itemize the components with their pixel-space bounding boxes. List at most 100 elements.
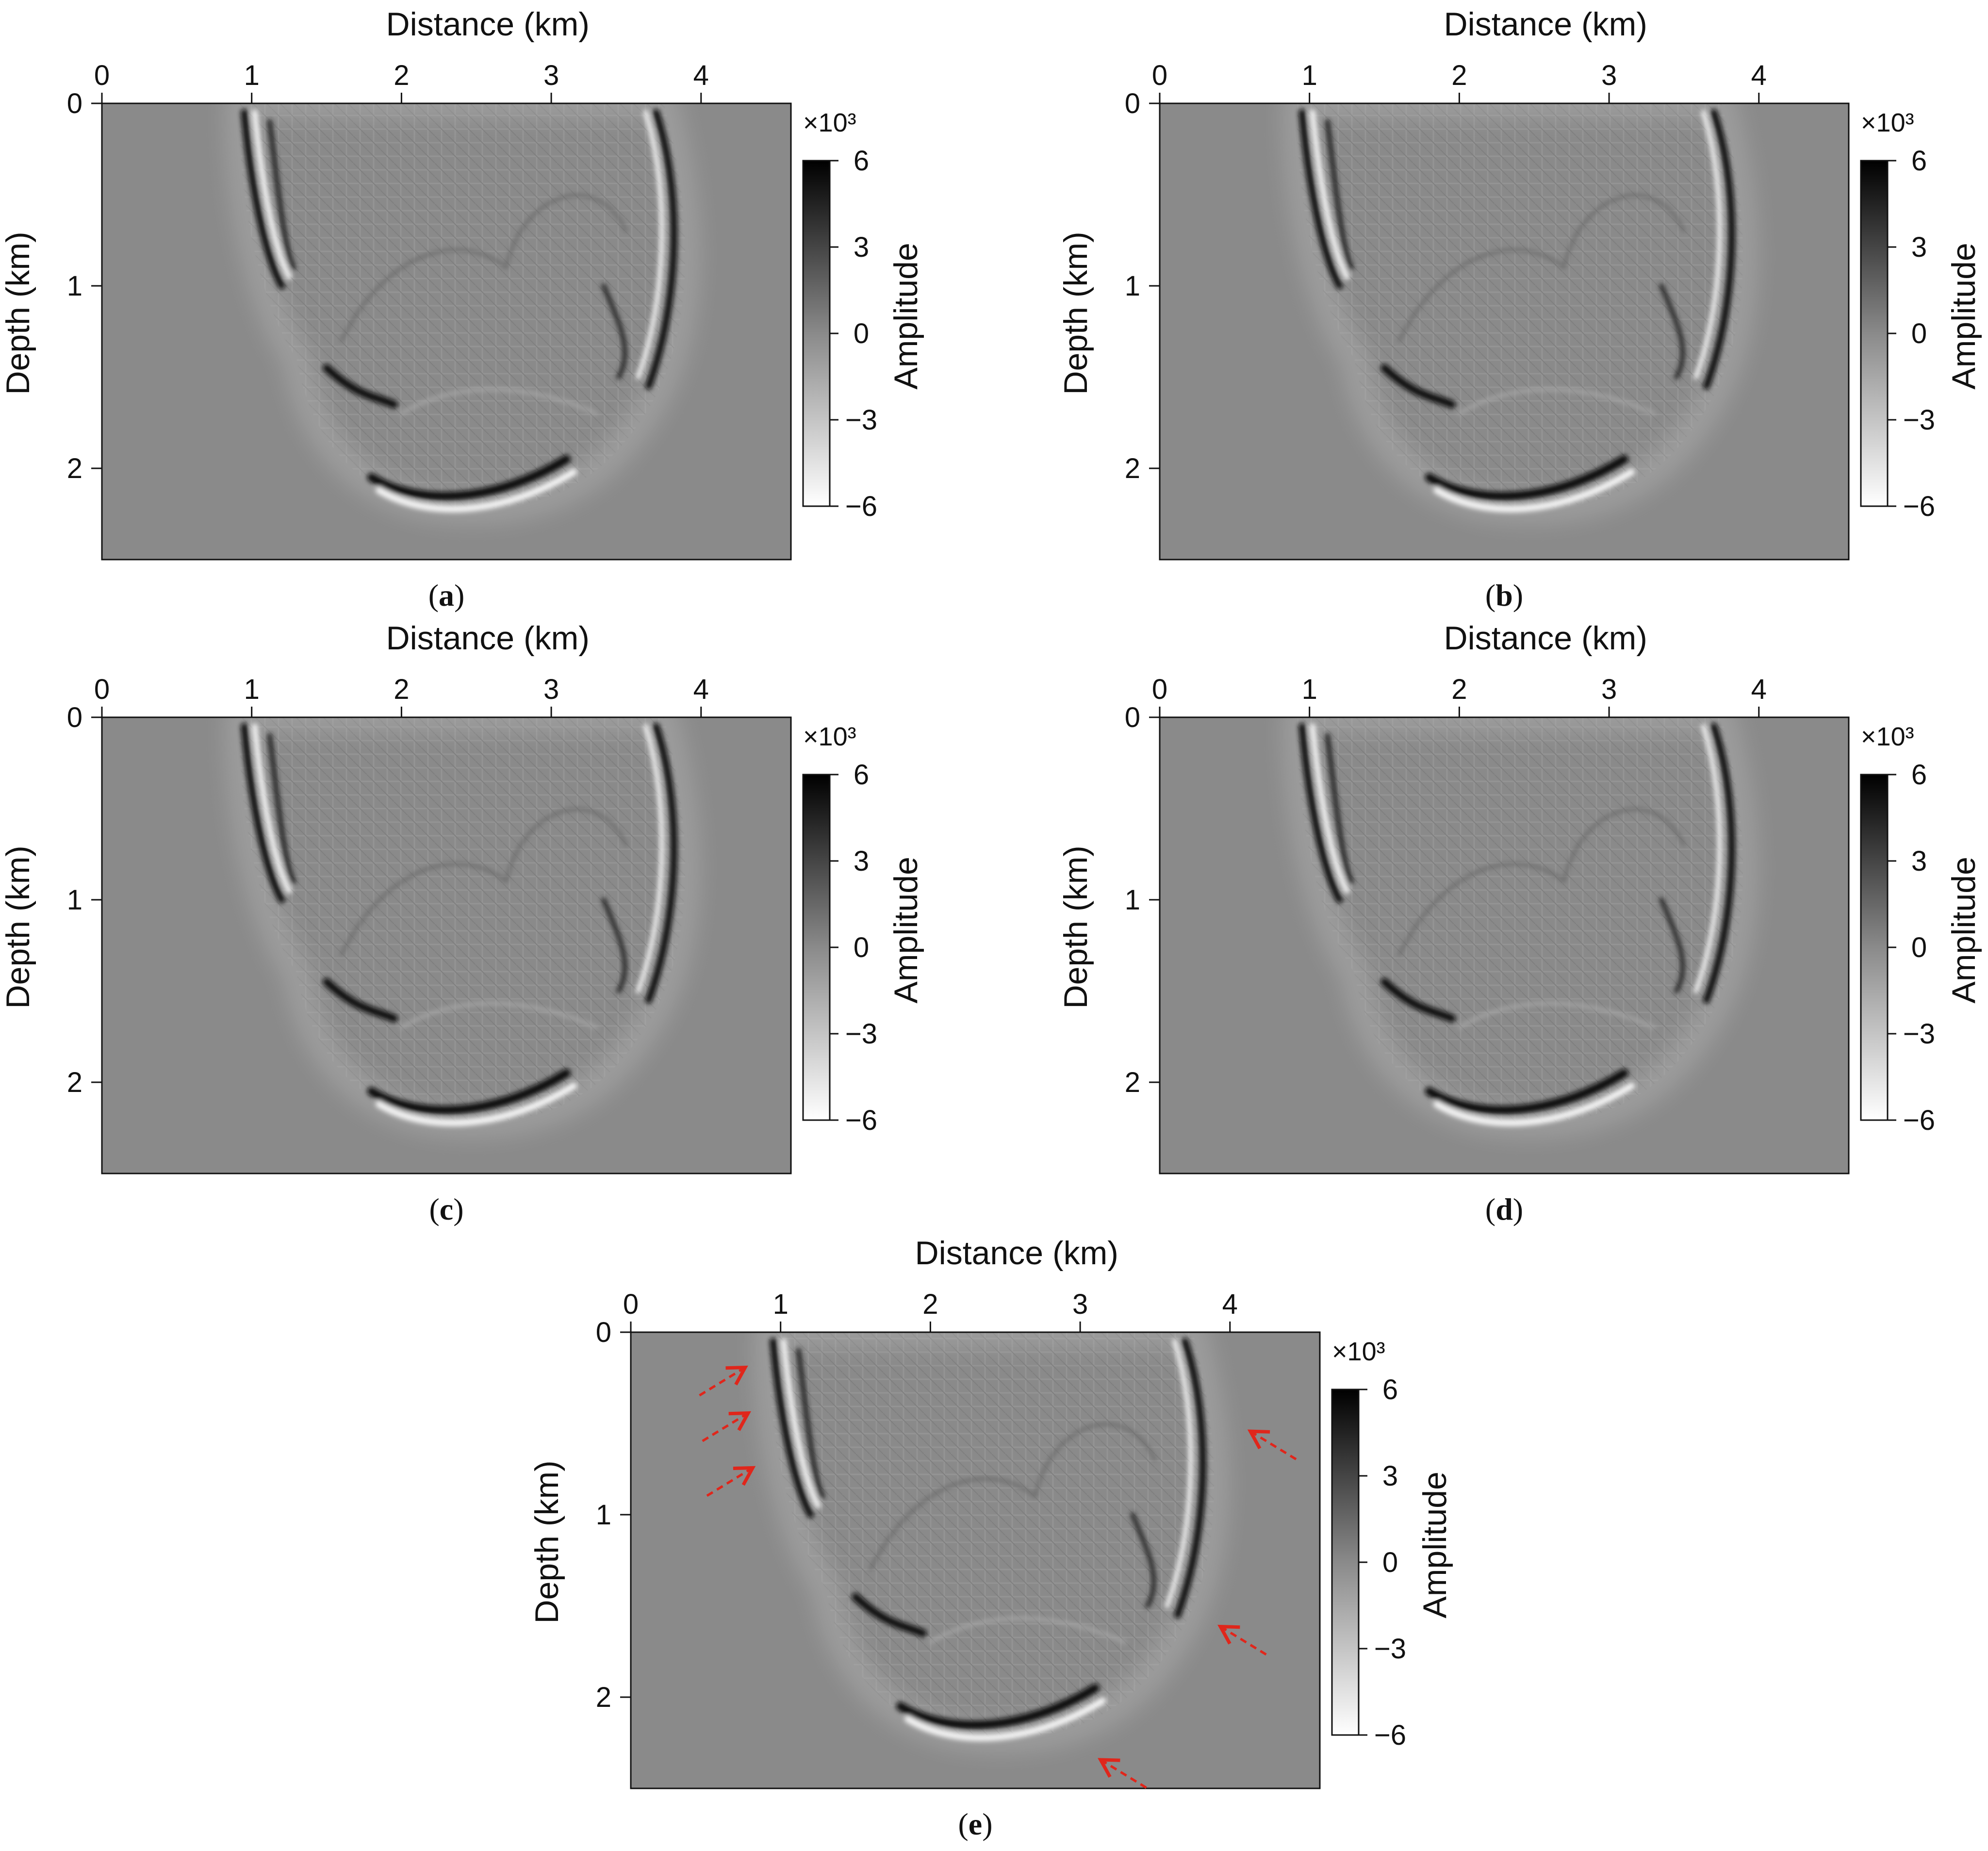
colorbar-gradient bbox=[1860, 774, 1889, 1121]
plot-frame bbox=[1159, 716, 1850, 1174]
reflections bbox=[241, 723, 677, 1126]
seismic-image bbox=[102, 717, 791, 1173]
y-tick-label: 1 bbox=[67, 270, 82, 302]
y-tick-label: 0 bbox=[67, 702, 82, 733]
x-tick-label: 2 bbox=[1451, 674, 1467, 705]
colorbar-multiplier: ×10³ bbox=[1861, 722, 1914, 751]
panel-caption: (d) bbox=[1485, 1192, 1523, 1226]
reflection-event bbox=[376, 1082, 577, 1126]
x-tick-label: 2 bbox=[922, 1289, 938, 1320]
colorbar-tick-label: 0 bbox=[854, 932, 869, 963]
reflection-event bbox=[505, 194, 628, 269]
colorbar-gradient bbox=[802, 160, 831, 507]
reflection-event bbox=[323, 978, 398, 1023]
colorbar-tick-label: 6 bbox=[854, 145, 869, 177]
y-tick-label: 2 bbox=[596, 1682, 611, 1713]
colorbar-label: Amplitude bbox=[887, 243, 924, 389]
reflection-event bbox=[1562, 194, 1686, 269]
y-axis-label: Depth (km) bbox=[528, 1460, 565, 1623]
x-tick-label: 4 bbox=[693, 60, 709, 91]
reflection-event bbox=[267, 733, 296, 884]
x-tick-label: 0 bbox=[94, 674, 110, 705]
reflection-event bbox=[505, 808, 628, 883]
seismic-image bbox=[1160, 103, 1849, 560]
colorbar-tick-label: −6 bbox=[845, 491, 877, 522]
y-axis-label: Depth (km) bbox=[1057, 231, 1094, 395]
reflection-event bbox=[1703, 723, 1735, 1004]
reflection-event bbox=[1659, 283, 1685, 380]
reflection-event bbox=[340, 862, 508, 956]
reflection-event bbox=[1458, 388, 1656, 415]
reflection-event bbox=[376, 468, 577, 512]
reflection-event bbox=[1397, 862, 1566, 956]
reflection-event bbox=[1309, 109, 1350, 280]
colorbar-multiplier: ×10³ bbox=[1332, 1337, 1385, 1366]
reflection-event bbox=[770, 1338, 814, 1518]
reflection-event bbox=[241, 723, 285, 903]
plot-frame bbox=[101, 716, 792, 1174]
reflection-event bbox=[1034, 1422, 1157, 1498]
reflection-event bbox=[1458, 1002, 1656, 1029]
x-tick-label: 0 bbox=[623, 1289, 639, 1320]
reflection-event bbox=[1693, 724, 1722, 993]
colorbar: 6 3 0 −3 −6 ×10³ Amplitude bbox=[802, 108, 924, 522]
colorbar-gradient bbox=[1331, 1388, 1360, 1736]
reflection-event bbox=[251, 723, 292, 894]
colorbar-tick-label: −3 bbox=[845, 404, 877, 436]
y-tick-label: 2 bbox=[1125, 453, 1140, 484]
x-tick-label: 4 bbox=[1751, 674, 1767, 705]
reflection-event bbox=[323, 364, 398, 409]
x-tick-label: 3 bbox=[1601, 60, 1617, 91]
y-tick-label: 1 bbox=[1125, 884, 1140, 916]
reflection-event bbox=[780, 1338, 821, 1509]
x-axis-label: Distance (km) bbox=[386, 620, 590, 657]
colorbar-multiplier: ×10³ bbox=[803, 108, 856, 137]
reflection-event bbox=[1165, 1339, 1193, 1608]
reflection-event bbox=[267, 119, 296, 270]
y-tick-label: 0 bbox=[596, 1317, 611, 1348]
colorbar-tick-label: −6 bbox=[845, 1105, 877, 1136]
colorbar-label: Amplitude bbox=[887, 857, 924, 1003]
x-tick-label: 3 bbox=[1601, 674, 1617, 705]
x-tick-label: 1 bbox=[244, 60, 260, 91]
panel-a: 0 1 2 3 4 0 1 2 Distance (km) Depth (km) 6 3 0 −3 −6 ×1… bbox=[0, 6, 924, 612]
y-axis-label: Depth (km) bbox=[1057, 845, 1094, 1008]
annotation-arrow bbox=[706, 1466, 756, 1497]
reflection-event bbox=[1380, 978, 1456, 1023]
annotation-arrow bbox=[1098, 1758, 1147, 1789]
x-tick-label: 4 bbox=[1222, 1289, 1238, 1320]
illuminated-zone bbox=[1297, 103, 1743, 509]
reflection-event bbox=[1325, 119, 1354, 270]
annotation-arrow bbox=[702, 1411, 751, 1442]
illuminated-zone bbox=[239, 717, 686, 1123]
reflection-event bbox=[796, 1348, 825, 1499]
reflection-event bbox=[1325, 733, 1354, 884]
panel-d: 0 1 2 3 4 0 1 2 Distance (km) Depth (km) 6 3 0 −3 −6 ×1… bbox=[1057, 620, 1982, 1226]
colorbar-multiplier: ×10³ bbox=[803, 722, 856, 751]
reflection-event bbox=[1130, 1512, 1156, 1608]
x-tick-label: 3 bbox=[543, 60, 559, 91]
panel-caption: (a) bbox=[428, 578, 465, 612]
reflection-event bbox=[636, 724, 664, 993]
colorbar-tick-label: 3 bbox=[854, 845, 869, 877]
x-tick-label: 0 bbox=[1152, 60, 1167, 91]
reflection-event bbox=[400, 1002, 598, 1029]
reflection-event bbox=[1425, 1069, 1628, 1115]
y-tick-label: 1 bbox=[1125, 270, 1140, 302]
colorbar-gradient bbox=[802, 774, 831, 1121]
colorbar-tick-label: −6 bbox=[1903, 491, 1935, 522]
illuminated-zone bbox=[1297, 717, 1743, 1123]
reflection-event bbox=[1380, 364, 1456, 409]
colorbar-label: Amplitude bbox=[1945, 857, 1982, 1003]
x-tick-label: 0 bbox=[1152, 674, 1167, 705]
colorbar-tick-label: 0 bbox=[854, 318, 869, 349]
colorbar: 6 3 0 −3 −6 ×10³ Amplitude bbox=[802, 722, 924, 1136]
x-tick-label: 4 bbox=[693, 674, 709, 705]
x-tick-label: 1 bbox=[244, 674, 260, 705]
reflection-event bbox=[1425, 455, 1628, 501]
y-axis-label: Depth (km) bbox=[0, 231, 36, 395]
colorbar-tick-label: −3 bbox=[1903, 1018, 1935, 1050]
panel-b: 0 1 2 3 4 0 1 2 Distance (km) Depth (km) 6 3 0 −3 −6 ×1… bbox=[1057, 6, 1982, 612]
colorbar-multiplier: ×10³ bbox=[1861, 108, 1914, 137]
